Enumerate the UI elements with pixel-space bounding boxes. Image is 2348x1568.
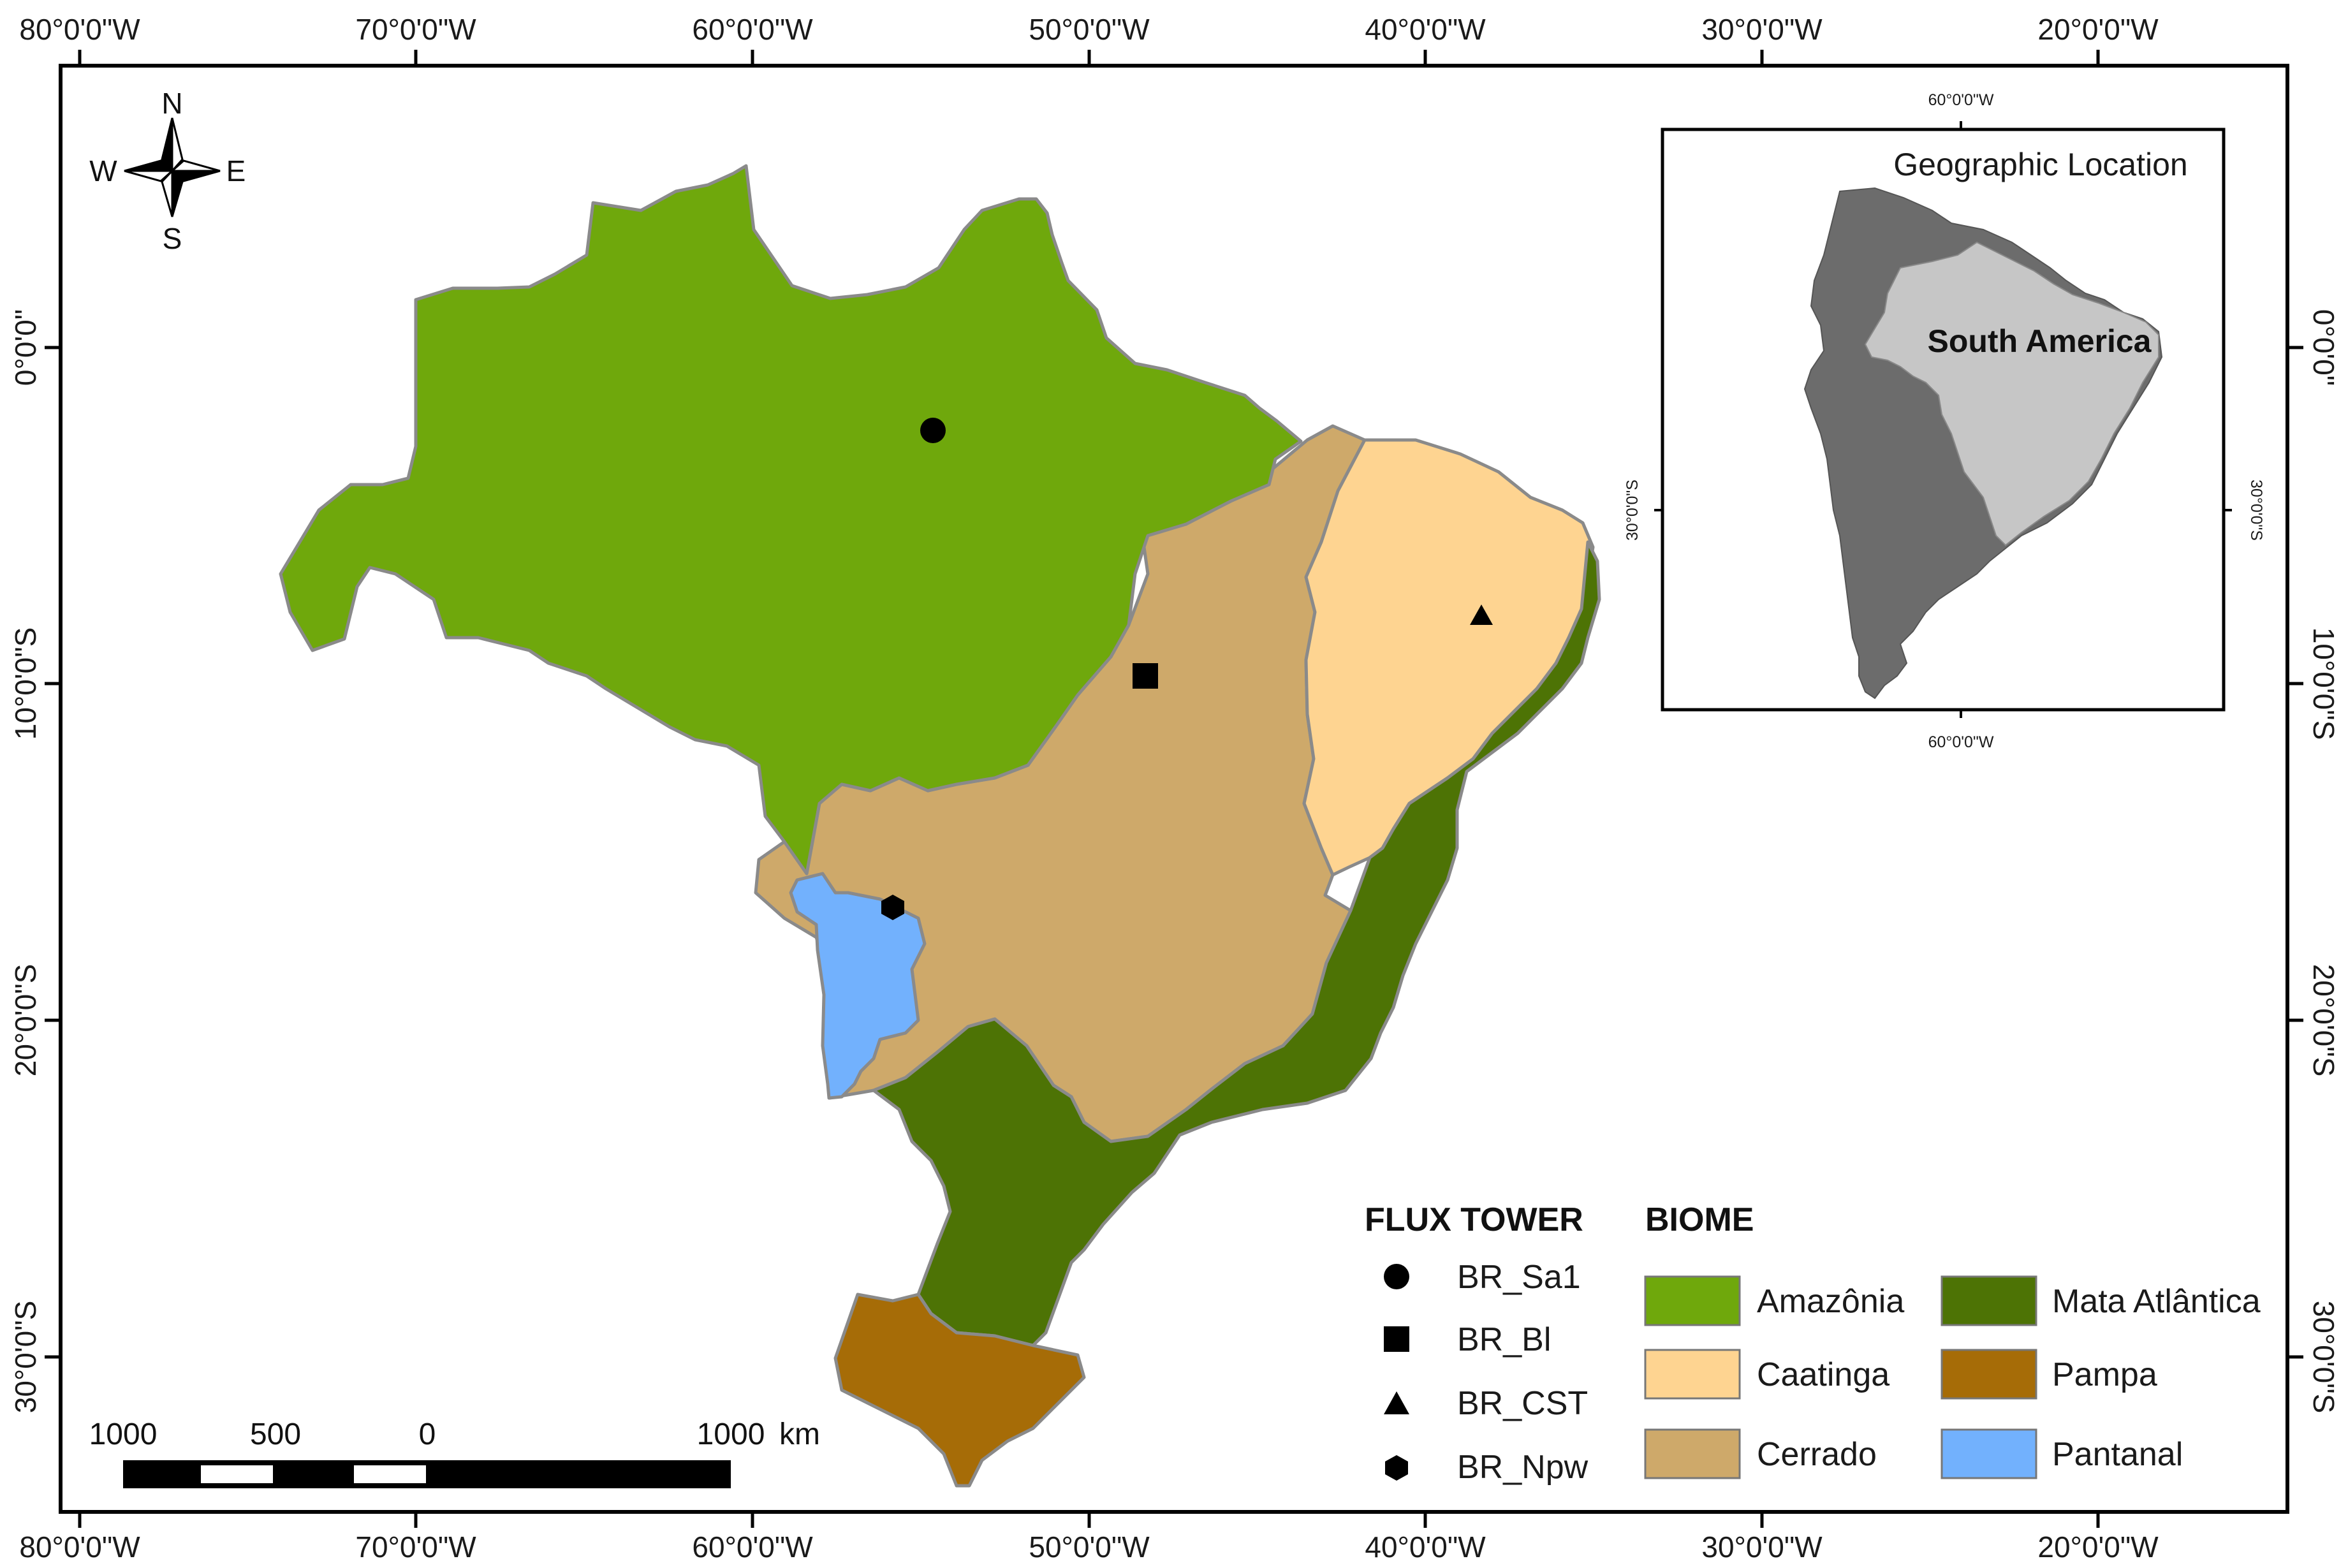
compass-e-label: E xyxy=(226,154,246,187)
legend-square-symbol xyxy=(1384,1326,1409,1352)
biome-mata-atlantica xyxy=(872,540,1601,1347)
biome-amazonia xyxy=(279,164,1303,876)
top-tick-label: 50°0'0"W xyxy=(1029,13,1150,46)
inset-tick-top: 60°0'0"W xyxy=(1928,91,1994,109)
legend-swatch-pantanal xyxy=(1941,1428,2037,1479)
biome-pantanal xyxy=(789,872,927,1100)
inset-tick-bottom: 60°0'0"W xyxy=(1928,733,1994,751)
legend-swatch-pampa xyxy=(1941,1349,2037,1400)
scale-bar-segment xyxy=(354,1465,426,1483)
inset-title: Geographic Location xyxy=(1893,147,2187,182)
tower-br-npw-marker xyxy=(881,895,904,920)
flux-tower-legend: FLUX TOWER BR_Sa1 BR_Bl BR_CST BR_Npw xyxy=(1365,1201,1589,1486)
right-tick-label: 20°0'0"S xyxy=(2307,964,2340,1077)
biome-legend: BIOME Amazônia Caatinga Cerrado Mata Atl… xyxy=(1644,1201,2261,1479)
left-tick-label: 10°0'0"S xyxy=(9,627,42,740)
right-tick-label: 30°0'0"S xyxy=(2307,1301,2340,1414)
left-tick-label: 0°0'0" xyxy=(9,309,42,386)
compass-s-label: S xyxy=(163,222,182,255)
legend-biome-label: Pantanal xyxy=(2052,1436,2183,1473)
inset-south-america-label: South America xyxy=(1927,323,2152,359)
top-tick-label: 80°0'0"W xyxy=(19,13,140,46)
scale-label: 0 xyxy=(419,1418,436,1451)
bottom-tick-label: 20°0'0"W xyxy=(2037,1530,2159,1564)
right-axis: 0°0'0" 10°0'0"S 20°0'0"S 30°0'0"S xyxy=(2307,309,2340,1413)
inset-map: Geographic Location 60°0'0"W 60°0'0"W 30… xyxy=(1624,91,2265,751)
legend-tower-label: BR_Bl xyxy=(1457,1321,1551,1358)
bottom-tick-label: 80°0'0"W xyxy=(19,1530,140,1564)
legend-biome-label: Amazônia xyxy=(1757,1283,1904,1320)
legend-triangle-symbol xyxy=(1384,1391,1409,1414)
right-tick-label: 10°0'0"S xyxy=(2307,627,2340,740)
legend-biome-label: Caatinga xyxy=(1757,1356,1889,1393)
bottom-axis: 80°0'0"W 70°0'0"W 60°0'0"W 50°0'0"W 40°0… xyxy=(19,1530,2159,1564)
biome-regions xyxy=(279,164,1601,1488)
inset-tick-right: 30°0'0"S xyxy=(2247,480,2265,541)
right-tick-label: 0°0'0" xyxy=(2307,309,2340,386)
brazil-highlight-shape xyxy=(1864,241,2159,546)
top-tick-label: 30°0'0"W xyxy=(1701,13,1823,46)
legend-tower-label: BR_Npw xyxy=(1457,1449,1589,1486)
inset-tick-left: 30°0'0"S xyxy=(1624,480,1641,541)
legend-swatch-cerrado xyxy=(1644,1428,1741,1479)
scale-label: 1000 xyxy=(697,1418,765,1451)
tower-br-cst-marker xyxy=(1470,604,1493,625)
compass-rose: N S E W xyxy=(89,87,246,255)
legend-swatch-caatinga xyxy=(1644,1349,1741,1400)
scale-bar-segment xyxy=(201,1465,273,1483)
bottom-tick-label: 70°0'0"W xyxy=(355,1530,476,1564)
legend-biome-label: Cerrado xyxy=(1757,1436,1877,1473)
tick-marks xyxy=(45,50,2303,1528)
legend-tower-label: BR_Sa1 xyxy=(1457,1259,1581,1296)
legend-swatch-amazonia xyxy=(1644,1275,1741,1326)
bottom-tick-label: 50°0'0"W xyxy=(1029,1530,1150,1564)
top-tick-label: 70°0'0"W xyxy=(355,13,476,46)
top-tick-label: 60°0'0"W xyxy=(692,13,813,46)
legend-tower-label: BR_CST xyxy=(1457,1385,1588,1422)
compass-w-label: W xyxy=(89,154,117,187)
left-tick-label: 30°0'0"S xyxy=(9,1301,42,1414)
bottom-tick-label: 60°0'0"W xyxy=(692,1530,813,1564)
flux-tower-markers xyxy=(881,418,1493,920)
biome-pampa xyxy=(833,1293,1086,1488)
top-tick-label: 20°0'0"W xyxy=(2037,13,2159,46)
legend-circle-symbol xyxy=(1384,1264,1409,1289)
legend-hexagon-symbol xyxy=(1385,1455,1408,1481)
top-tick-label: 40°0'0"W xyxy=(1365,13,1486,46)
legend-biome-label: Pampa xyxy=(2052,1356,2157,1393)
tower-br-bl-marker xyxy=(1133,663,1158,689)
top-axis: 80°0'0"W 70°0'0"W 60°0'0"W 50°0'0"W 40°0… xyxy=(19,13,2159,46)
flux-tower-legend-title: FLUX TOWER xyxy=(1365,1201,1583,1238)
compass-n-label: N xyxy=(161,87,182,120)
scale-bar: 1000 500 0 1000 km xyxy=(89,1418,820,1488)
left-tick-label: 20°0'0"S xyxy=(9,964,42,1077)
legend-biome-label: Mata Atlântica xyxy=(2052,1283,2261,1320)
tower-br-sa1-marker xyxy=(920,418,946,443)
biome-legend-title: BIOME xyxy=(1645,1201,1754,1238)
scale-label: 1000 xyxy=(89,1418,158,1451)
legend-swatch-mata-atlantica xyxy=(1941,1275,2037,1326)
scale-unit-label: km xyxy=(779,1418,820,1451)
bottom-tick-label: 40°0'0"W xyxy=(1365,1530,1486,1564)
bottom-tick-label: 30°0'0"W xyxy=(1701,1530,1823,1564)
left-axis: 0°0'0" 10°0'0"S 20°0'0"S 30°0'0"S xyxy=(9,309,42,1413)
scale-label: 500 xyxy=(250,1418,301,1451)
